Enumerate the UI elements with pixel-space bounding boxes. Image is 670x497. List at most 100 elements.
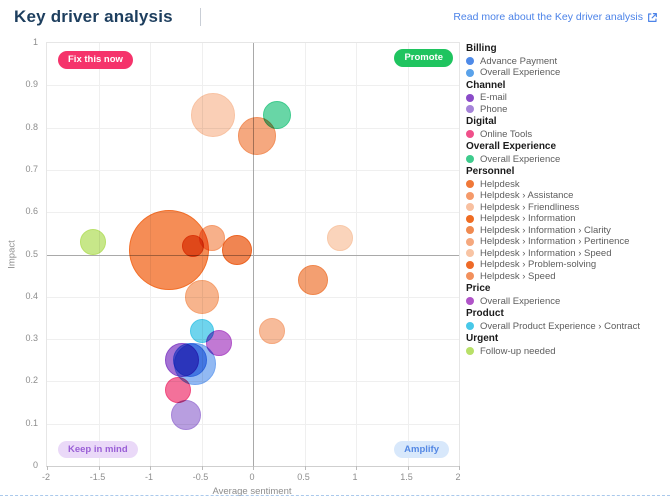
legend-item-label: Overall Experience	[480, 295, 561, 307]
bubble-overall-experience[interactable]	[206, 330, 232, 357]
legend-dot-icon	[466, 105, 474, 114]
bubble-helpdesk-information-pertinence[interactable]	[258, 317, 285, 344]
legend-dot-icon	[466, 93, 474, 102]
legend-group-header: Urgent	[466, 333, 499, 344]
bubble-e-mail[interactable]	[164, 343, 199, 378]
x-tick-mark	[356, 466, 357, 470]
impact-midpoint-line	[47, 254, 459, 256]
legend-dot-icon	[466, 226, 474, 235]
y-tick-label: 0.5	[25, 248, 38, 259]
bubble-helpdesk-assistance[interactable]	[198, 224, 225, 251]
legend-item-label: Helpdesk › Information › Clarity	[480, 224, 611, 236]
x-tick-label: -2	[41, 472, 51, 482]
quadrant-badge-amplify: Amplify	[394, 440, 449, 458]
bubble-helpdesk-information-speed[interactable]	[326, 224, 353, 251]
legend-item[interactable]: Overall Product Experience › Contract	[466, 321, 666, 333]
legend-item-label: Helpdesk › Speed	[480, 270, 556, 282]
legend-item-label: Phone	[480, 103, 508, 115]
x-axis-title: Average sentiment	[212, 486, 292, 497]
legend-item[interactable]: Follow-up needed	[466, 346, 666, 358]
x-tick-mark	[47, 466, 48, 470]
legend-item[interactable]: Helpdesk › Speed	[466, 271, 666, 283]
legend-item-label: Advance Payment	[480, 55, 558, 67]
legend-item-label: Helpdesk › Information › Pertinence	[480, 236, 630, 247]
legend-dot-icon	[466, 214, 474, 223]
x-tick-mark	[150, 466, 151, 470]
legend-dot-icon	[466, 203, 474, 212]
key-driver-chart: Fix this now Promote Keep in mind Amplify A…	[0, 34, 462, 497]
legend-item[interactable]: Helpdesk › Friendliness	[466, 202, 666, 214]
legend-item[interactable]: Helpdesk › Assistance	[466, 190, 666, 202]
legend-item-label: Helpdesk › Assistance	[480, 190, 574, 201]
y-tick-label: 0.6	[25, 206, 38, 217]
legend-item[interactable]: Helpdesk	[466, 179, 666, 191]
x-tick-mark	[253, 466, 254, 470]
legend-item-label: Helpdesk › Information	[480, 213, 576, 224]
bubble-phone[interactable]	[171, 400, 202, 431]
x-tick-label: 0.5	[297, 472, 310, 482]
legend-item[interactable]: Helpdesk › Information › Clarity	[466, 225, 666, 237]
legend-item[interactable]: Helpdesk › Information › Speed	[466, 248, 666, 260]
y-tick-label: 0.7	[25, 163, 38, 174]
x-tick-mark	[98, 466, 100, 470]
legend-item-label: E-mail	[480, 92, 507, 103]
bubble-helpdesk-information-clarity[interactable]	[297, 264, 328, 295]
legend-group-header: Product	[466, 308, 504, 319]
y-tick-label: 0.1	[25, 417, 38, 428]
legend-item-label: Helpdesk › Problem-solving	[480, 259, 597, 270]
y-tick-label: 1	[32, 37, 38, 47]
legend-item-label: Follow-up needed	[480, 345, 556, 357]
legend-dot-icon	[466, 68, 474, 77]
legend-item[interactable]: Overall Experience	[466, 296, 666, 308]
y-tick-label: 0	[32, 460, 38, 470]
legend-item[interactable]: Helpdesk › Information	[466, 213, 666, 225]
page-title: Key driver analysis	[14, 7, 173, 26]
y-tick-label: 0.3	[25, 333, 38, 344]
x-tick-label: 1	[352, 472, 358, 482]
bubble-online-tools[interactable]	[164, 376, 191, 403]
legend-item[interactable]: Advance Payment	[466, 56, 666, 68]
legend-item[interactable]: Helpdesk › Information › Pertinence	[466, 236, 666, 248]
legend-item[interactable]: Online Tools	[466, 129, 666, 141]
legend-item-label: Overall Experience	[480, 153, 561, 165]
legend-group-header: Price	[466, 283, 491, 294]
legend-item-label: Overall Experience	[480, 67, 561, 78]
legend-group-header: Channel	[466, 79, 506, 91]
x-tick-label: 1.5	[400, 472, 413, 482]
quadrant-badge-promote: Promote	[394, 49, 453, 67]
legend-dot-icon	[466, 155, 474, 164]
bubble-overall-experience[interactable]	[262, 100, 291, 129]
bubble-helpdesk-problem-solving[interactable]	[221, 235, 252, 266]
legend-item-label: Helpdesk › Information › Speed	[480, 247, 612, 259]
quadrant-badge-keep-in-mind: Keep in mind	[58, 440, 138, 458]
legend-dot-icon	[466, 297, 474, 306]
x-tick-mark	[201, 466, 203, 470]
chart-legend: Billing Advance Payment Overall Experience…	[466, 42, 666, 357]
legend-dot-icon	[466, 191, 474, 200]
bottom-dashed-separator	[0, 495, 670, 496]
quadrant-badge-fix-this-now: Fix this now	[58, 51, 133, 69]
y-tick-label: 0.9	[25, 79, 38, 90]
legend-item-label: Helpdesk › Friendliness	[480, 201, 580, 213]
legend-item[interactable]: Phone	[466, 104, 666, 116]
legend-item[interactable]: Helpdesk › Problem-solving	[466, 259, 666, 271]
x-tick-label: -1	[144, 472, 154, 482]
bubble-helpdesk-friendliness[interactable]	[190, 92, 235, 137]
legend-dot-icon	[466, 347, 474, 356]
external-link-icon	[647, 12, 658, 23]
y-tick-label: 0.2	[25, 375, 38, 386]
legend-dot-icon	[466, 272, 474, 281]
title-divider	[200, 8, 201, 26]
legend-item[interactable]: E-mail	[466, 92, 666, 104]
read-more-link[interactable]: Read more about the Key driver analysis	[453, 11, 658, 23]
plot-area: Fix this now Promote Keep in mind Amplify	[46, 42, 460, 470]
legend-item[interactable]: Overall Experience	[466, 154, 666, 166]
legend-item[interactable]: Overall Experience	[466, 67, 666, 79]
legend-dot-icon	[466, 57, 474, 66]
legend-item-label: Helpdesk	[480, 178, 520, 190]
bubble-follow-up-needed[interactable]	[80, 228, 107, 255]
legend-dot-icon	[466, 249, 474, 258]
y-tick-label: 0.4	[25, 290, 38, 301]
x-tick-label: 0	[249, 472, 255, 482]
bubble-helpdesk-assistance[interactable]	[184, 279, 219, 314]
